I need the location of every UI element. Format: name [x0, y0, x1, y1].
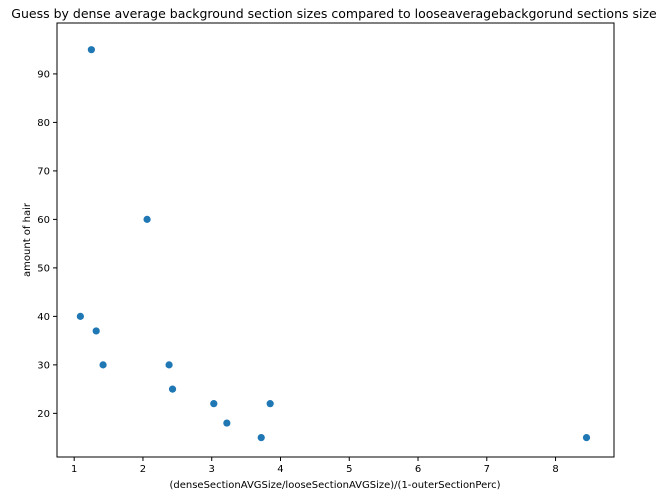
scatter-point [257, 434, 265, 442]
scatter-point [210, 400, 218, 408]
x-tick-label: 7 [484, 464, 490, 475]
y-tick-label: 20 [37, 409, 50, 420]
scatter-point [92, 327, 100, 335]
y-tick-label: 50 [37, 263, 50, 274]
y-tick-label: 40 [37, 312, 50, 323]
scatter-point [168, 385, 177, 393]
x-tick-label: 6 [415, 464, 421, 475]
plot-area-frame [56, 22, 615, 458]
y-tick-label: 70 [37, 166, 50, 177]
x-tick-label: 1 [71, 464, 77, 475]
scatter-point [223, 419, 231, 427]
scatter-point [143, 215, 151, 223]
y-tick-label: 90 [37, 69, 50, 80]
scatter-point [266, 400, 274, 408]
scatter-point [99, 361, 107, 369]
y-axis: 20 30 40 50 60 70 80 90 [37, 69, 57, 420]
scatter-point [165, 361, 173, 369]
data-points [76, 46, 591, 442]
x-axis: 1 2 3 4 5 6 7 8 [71, 457, 559, 475]
x-axis-label: (denseSectionAVGSize/looseSectionAVGSize… [169, 480, 500, 491]
x-tick-label: 3 [209, 464, 215, 475]
scatter-point [87, 46, 95, 54]
chart-title: Guess by dense average background sectio… [11, 6, 657, 21]
scatter-point [582, 434, 591, 442]
x-tick-label: 2 [140, 464, 146, 475]
scatter-point [76, 312, 84, 320]
x-tick-label: 4 [277, 464, 283, 475]
y-tick-label: 60 [37, 215, 50, 226]
y-tick-label: 30 [37, 360, 50, 371]
y-axis-label: amount of hair [22, 202, 33, 277]
x-tick-label: 8 [552, 464, 558, 475]
y-tick-label: 80 [37, 118, 50, 129]
x-tick-label: 5 [346, 464, 352, 475]
